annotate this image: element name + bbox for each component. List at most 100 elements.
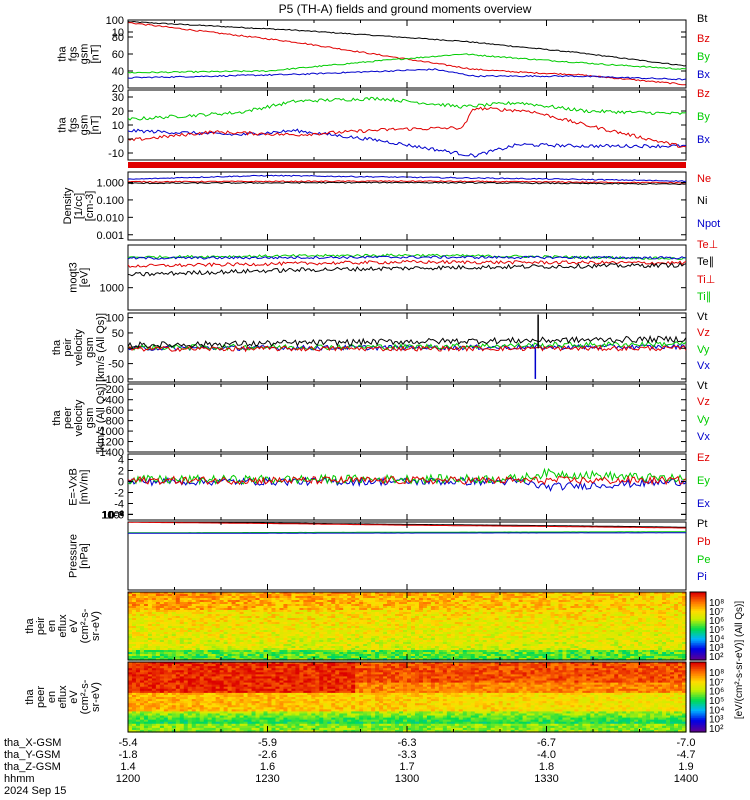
footer-value: -5.9 [258, 737, 277, 749]
tick-label: -50 [108, 359, 124, 371]
axis-label: Density[1/cc][cm-3] [62, 187, 96, 224]
legend-entry: Pt [697, 518, 707, 530]
footer-value: 1.4 [120, 761, 135, 773]
legend-entry: Pi [697, 571, 707, 583]
legend-entry: Te⊥ [697, 239, 718, 251]
panel-6: -200-400-600-800-1000-1200-1400thapeerve… [51, 380, 710, 459]
tick-label: 100 [106, 15, 124, 27]
tick-label: -600 [102, 405, 124, 417]
footer-value: 1330 [534, 773, 558, 785]
tick-label: 20 [112, 83, 124, 95]
tick-label: 10 [112, 27, 124, 39]
tick-label: 40 [112, 66, 124, 78]
tick-label: -2 [114, 488, 124, 500]
spectrogram-10: 10000100010010thapeerenefluxeV(cm²-s-sr-… [24, 27, 724, 735]
legend-entry: Vx [697, 431, 710, 443]
colorbar-tick: 10⁸ [709, 598, 724, 609]
footer-value: -3.3 [398, 749, 417, 761]
legend-entry: Vt [697, 311, 707, 323]
series-line-Te⊥ [128, 259, 686, 268]
axis-label: thapeerenefluxeV(cm²-s-sr-eV) [24, 679, 102, 714]
legend-entry: Te∥ [697, 256, 714, 268]
tick-label: 0 [118, 343, 124, 355]
tick-label: -1200 [96, 437, 124, 449]
footer-value: -5.4 [119, 737, 138, 749]
tick-label: -200 [102, 384, 124, 396]
panel-7: 420-2-4-6 E=-VxB[mV/m] Ez Ey Ex [68, 452, 711, 522]
tick-label: 50 [112, 328, 124, 340]
tick-label: -800 [102, 416, 124, 428]
series-line-Vt [128, 334, 686, 349]
series-line-By [128, 53, 686, 74]
tick-label: 2 [118, 466, 124, 478]
legend-entry: Ey [697, 475, 710, 487]
tick-label: 10⁰ [107, 509, 124, 521]
legend-entry: Bx [697, 134, 710, 146]
colorbar-tick: 10⁴ [709, 634, 724, 645]
series-line-Pe [128, 531, 686, 534]
legend-entry: Bt [697, 13, 707, 25]
footer-value: -1.8 [119, 749, 138, 761]
footer-value: 1200 [116, 773, 140, 785]
legend-entry: Bz [697, 33, 710, 45]
footer-row-label: 2024 Sep 15 [4, 785, 66, 797]
colorbar-tick: 10² [709, 724, 724, 735]
tick-label: 10⁻⁵ [101, 509, 124, 521]
footer-value: -4.7 [677, 749, 696, 761]
footer-value: 1.6 [260, 761, 275, 773]
tick-label: -1400 [96, 447, 124, 459]
legend-entry: Ne [697, 173, 711, 185]
tick-label: 80 [112, 32, 124, 44]
colorbar-tick: 10⁷ [709, 677, 724, 688]
legend-entry: Ex [697, 498, 710, 510]
tick-label: -1000 [96, 426, 124, 438]
tick-label: 1000 [100, 283, 124, 295]
series-line-Bz [128, 22, 686, 86]
axis-label: moqt3[eV] [68, 262, 91, 293]
tick-label: 30 [112, 92, 124, 104]
series-line-Bz [128, 106, 686, 148]
series-line-Vz [128, 344, 686, 353]
panel-1: 100 80 60 40 20 thafgsgsm[nT] Bt Bz By Bx [57, 13, 711, 95]
colorbar-tick: 10³ [709, 715, 724, 726]
series-line-Ni [128, 181, 686, 186]
series-line-Ne [128, 180, 686, 184]
series-line-Bx [128, 128, 686, 158]
legend-entry: Pb [697, 536, 710, 548]
legend-entry: Ti⊥ [697, 274, 715, 286]
axis-label: thapeirenefluxeV(cm²-s-sr-eV) [24, 608, 102, 643]
footer-value: 1.7 [399, 761, 414, 773]
series-line-Pi [128, 532, 686, 534]
tick-label: 10⁻⁶ [101, 509, 124, 521]
legend-entry: Ti∥ [697, 291, 711, 303]
legend-entry: Vy [697, 414, 710, 426]
footer-value: 1230 [255, 773, 279, 785]
tick-label: 4 [118, 455, 124, 467]
axis-label: Pressure[nPa] [68, 534, 91, 578]
axis-label: thafgsgsm[nT] [57, 44, 102, 65]
footer-row-label: hhmm [4, 773, 35, 785]
footer-value: -7.0 [677, 737, 696, 749]
tick-label: 0 [118, 134, 124, 146]
footer-row-label: tha_X-GSM [4, 737, 61, 749]
colorbar-tick: 10⁷ [709, 607, 724, 618]
colorbar-tick: 10² [709, 652, 724, 663]
tick-label: 1.000 [96, 177, 124, 189]
spectrogram-9: 10000100010010thapeirenefluxeV(cm²-s-sr-… [24, 591, 724, 663]
axis-label: thapeervelocitygsm[km/s (All Qs)] [51, 383, 107, 452]
footer-value: 1300 [395, 773, 419, 785]
axis-label: thafgsgsm[nT] [57, 115, 102, 136]
legend-entry: Vy [697, 344, 710, 356]
legend-entry: By [697, 111, 710, 123]
tick-label: -10 [108, 148, 124, 160]
footer-value: -6.7 [537, 737, 556, 749]
tick-label: 60 [112, 49, 124, 61]
quality-flag-bar [128, 162, 686, 168]
legend-entry: Pe [697, 554, 710, 566]
legend-entry: Vx [697, 360, 710, 372]
